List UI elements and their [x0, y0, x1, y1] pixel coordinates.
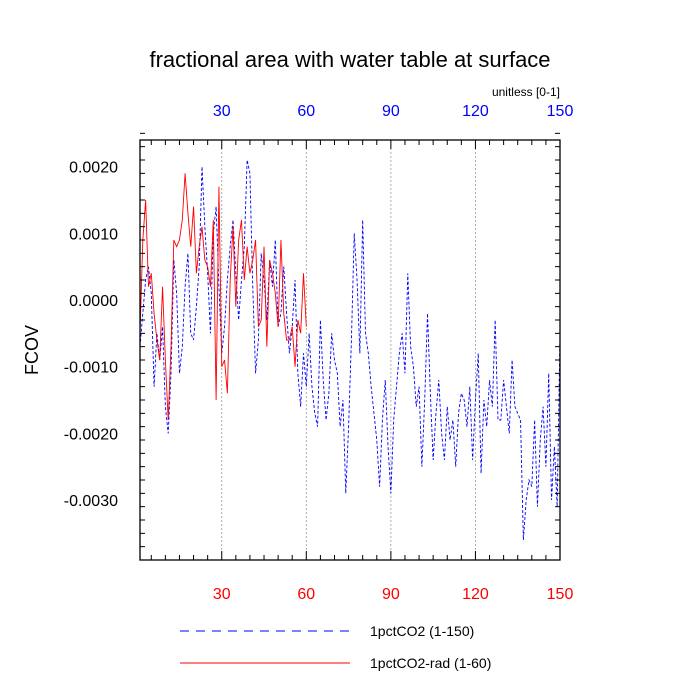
x-tick-label-top: 120: [462, 103, 489, 120]
series-group: [139, 159, 561, 541]
y-axis-label: FCOV: [22, 325, 42, 375]
legend-label-1: 1pctCO2 (1-150): [370, 623, 474, 639]
x-tick-label-bottom: 30: [213, 586, 231, 603]
series-line-1: [139, 159, 561, 541]
series-line-2: [139, 173, 307, 421]
x-tick-label-bottom: 90: [382, 586, 400, 603]
x-tick-label-top: 150: [547, 103, 574, 120]
units-label: unitless [0-1]: [492, 85, 560, 99]
x-tick-label-top: 90: [382, 103, 400, 120]
x-tick-label-bottom: 120: [462, 586, 489, 603]
y-tick-label: 0.0010: [69, 226, 118, 243]
axis-ticks: [140, 132, 561, 561]
x-tick-label-bottom: 150: [547, 586, 574, 603]
y-tick-label: -0.0030: [64, 493, 118, 510]
y-tick-label: -0.0020: [64, 426, 118, 443]
y-tick-label: 0.0020: [69, 160, 118, 177]
tick-labels: 0.0020 0.0010 0.0000 -0.0010 -0.0020 -0.0030 3…: [64, 103, 574, 603]
y-tick-label: 0.0000: [69, 293, 118, 310]
x-tick-label-top: 60: [297, 103, 315, 120]
plot-frame: [139, 139, 561, 561]
x-grid-lines: [221, 140, 476, 560]
x-tick-label-bottom: 60: [297, 586, 315, 603]
chart-title: fractional area with water table at surf…: [149, 47, 550, 72]
x-tick-label-top: 30: [213, 103, 231, 120]
y-tick-label: -0.0010: [64, 360, 118, 377]
legend: 1pctCO2 (1-150) 1pctCO2-rad (1-60): [180, 623, 491, 671]
legend-label-2: 1pctCO2-rad (1-60): [370, 655, 491, 671]
